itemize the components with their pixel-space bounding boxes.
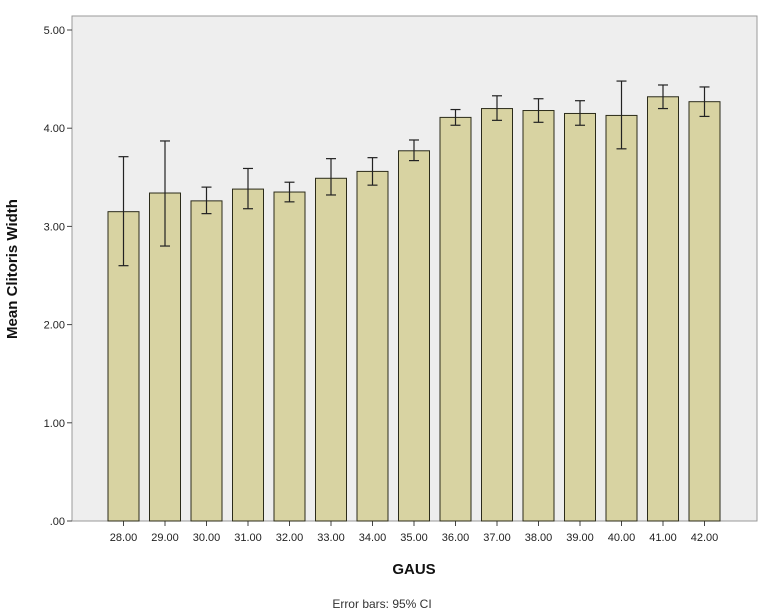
x-tick-label: 40.00 — [608, 532, 636, 544]
error-bar — [409, 139, 419, 162]
error-bar — [699, 86, 710, 118]
bar — [273, 191, 306, 522]
y-axis-title: Mean Clitoris Width — [4, 199, 21, 339]
bar — [605, 114, 638, 522]
x-tick-label: 39.00 — [566, 532, 594, 544]
bar — [356, 170, 389, 522]
x-tick-label: 41.00 — [649, 532, 677, 544]
x-tick-label: 32.00 — [276, 532, 304, 544]
x-tick-label: 30.00 — [193, 532, 221, 544]
x-tick-label: 34.00 — [359, 532, 387, 544]
x-tick-label: 31.00 — [234, 532, 262, 544]
error-bar — [575, 100, 585, 126]
x-tick-label: 36.00 — [442, 532, 470, 544]
bar — [564, 112, 596, 522]
error-bar — [160, 140, 170, 247]
error-bar — [367, 157, 378, 186]
bar — [315, 177, 347, 522]
x-tick-label: 37.00 — [483, 532, 511, 544]
bars-group — [107, 96, 721, 522]
error-bar — [284, 181, 295, 203]
error-bar — [118, 156, 129, 267]
x-tick-label: 33.00 — [317, 532, 345, 544]
bar — [481, 108, 513, 522]
x-axis-title: GAUS — [392, 561, 435, 578]
y-tick-label: 5.00 — [44, 25, 65, 37]
y-tick-label: 4.00 — [44, 123, 65, 135]
error-bar — [450, 108, 461, 126]
error-bar — [326, 158, 336, 196]
error-bar — [243, 167, 253, 210]
error-bar — [533, 98, 544, 123]
x-tick-label: 42.00 — [691, 532, 719, 544]
bar — [398, 150, 430, 522]
bar — [439, 116, 472, 522]
x-axis: 28.00 29.00 30.00 31.00 32.00 33.00 34.00 35.00… — [110, 521, 719, 544]
bar — [190, 200, 223, 522]
error-bar — [201, 186, 212, 215]
bar — [647, 96, 679, 522]
y-tick-label: .00 — [50, 516, 65, 528]
error-bar — [616, 80, 627, 150]
y-tick-label: 2.00 — [44, 320, 65, 332]
error-bars-footnote: Error bars: 95% CI — [332, 597, 431, 611]
y-tick-label: 3.00 — [44, 221, 65, 233]
bar — [232, 188, 264, 522]
x-tick-label: 35.00 — [400, 532, 428, 544]
error-bars-group — [118, 80, 710, 267]
error-bar — [492, 95, 502, 121]
bar — [522, 110, 555, 522]
y-tick-label: 1.00 — [44, 418, 65, 430]
x-tick-label: 28.00 — [110, 532, 138, 544]
x-tick-label: 29.00 — [151, 532, 179, 544]
bar — [688, 101, 721, 522]
y-axis: .00 1.00 2.00 3.00 4.00 5.00 — [44, 25, 72, 528]
x-tick-label: 38.00 — [525, 532, 553, 544]
error-bar — [658, 84, 668, 110]
